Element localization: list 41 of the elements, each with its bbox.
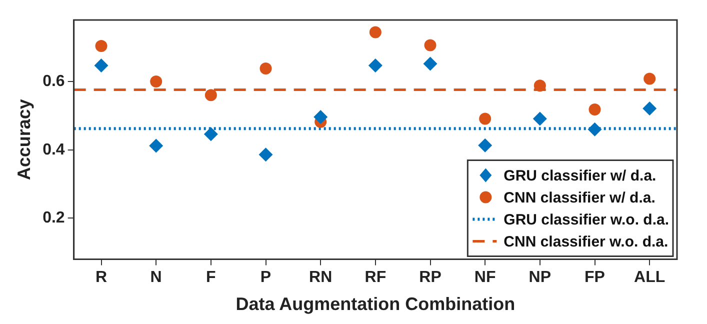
x-tick-label: R: [95, 269, 108, 286]
point: [95, 40, 108, 52]
point: [424, 39, 436, 52]
point: [369, 26, 382, 38]
point: [94, 58, 108, 72]
x-axis-title: Data Augmentation Combination: [236, 294, 516, 314]
point: [423, 56, 438, 71]
legend-label: GRU classifier w/ d.a.: [504, 167, 656, 184]
point: [478, 138, 492, 152]
legend-label: CNN classifier w/ d.a.: [504, 189, 656, 206]
point: [258, 148, 273, 162]
x-tick-label: FP: [584, 269, 606, 286]
x-tick-label: N: [150, 269, 162, 286]
point: [314, 110, 328, 124]
point: [204, 89, 217, 102]
x-tick-label: F: [206, 269, 216, 286]
point: [260, 62, 272, 75]
point: [534, 80, 546, 92]
point: [532, 112, 547, 126]
point: [149, 138, 164, 153]
point: [204, 127, 218, 142]
y-tick-label: 0.4: [42, 141, 65, 158]
x-tick-label: RF: [364, 269, 386, 286]
y-tick-label: 0.6: [42, 72, 65, 90]
point: [644, 72, 656, 85]
x-tick-label: NP: [528, 269, 552, 286]
point: [588, 104, 601, 116]
y-axis-title: Accuracy: [14, 99, 34, 180]
point: [368, 58, 382, 72]
x-tick-label: ALL: [634, 269, 666, 286]
point: [150, 76, 162, 88]
x-tick-label: NF: [474, 269, 496, 286]
legend-label: GRU classifier w.o. d.a.: [504, 211, 670, 228]
x-tick-label: RN: [309, 269, 332, 286]
legend-label: CNN classifier w.o. d.a.: [504, 233, 668, 250]
x-tick-label: P: [260, 269, 272, 286]
point: [642, 102, 657, 116]
point: [479, 112, 492, 125]
x-tick-label: RP: [419, 269, 442, 286]
y-tick-label: 0.2: [42, 210, 65, 227]
point: [588, 122, 602, 136]
